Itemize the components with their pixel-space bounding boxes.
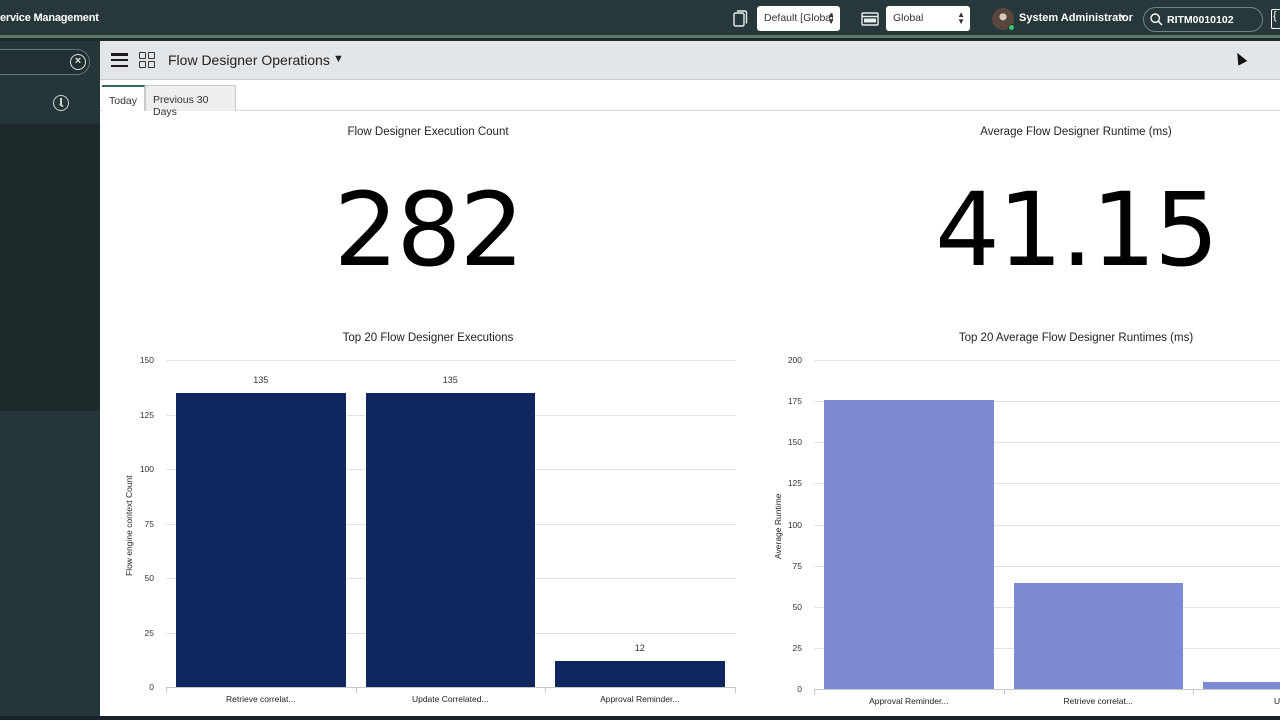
avg-runtime-value[interactable]: 41.15 [934, 171, 1219, 290]
y-tick-label: 75 [792, 560, 802, 571]
x-category-label: Update Correlated... [411, 694, 489, 704]
y-tick-label: 125 [139, 409, 154, 420]
y-axis-title: Average Runtime [773, 493, 783, 559]
bar[interactable] [555, 660, 725, 687]
dashboard-grid-icon[interactable] [139, 52, 156, 68]
global-search-value: RITM0010102 [1167, 14, 1234, 26]
user-name[interactable]: System Administrator [1019, 12, 1133, 24]
menu-icon[interactable] [111, 53, 128, 68]
x-axis-line [166, 687, 736, 688]
top-banner: ervice Management Default [Global ▲ ▼ Glo… [0, 0, 1280, 38]
y-tick-label: 75 [144, 518, 154, 529]
clear-filter-icon[interactable]: × [70, 54, 86, 70]
y-tick-label: 125 [787, 478, 802, 489]
y-tick-label: 0 [149, 682, 154, 692]
y-tick-label: 100 [139, 464, 154, 474]
x-axis-tick [1193, 689, 1194, 695]
dashboard-title[interactable]: Flow Designer Operations [168, 52, 330, 68]
x-axis-tick [814, 689, 815, 695]
gridline [814, 483, 1280, 485]
search-icon [1150, 13, 1163, 26]
gridline [814, 442, 1280, 444]
x-axis-tick [545, 687, 546, 693]
y-tick-label: 50 [144, 573, 154, 583]
dashboard-tabs: Today Previous 30 Days [100, 81, 1280, 118]
bar[interactable] [824, 399, 994, 689]
x-category-label: Update [1274, 696, 1280, 706]
y-tick-label: 200 [787, 355, 802, 365]
y-tick-label: 0 [797, 684, 802, 694]
application-select[interactable]: Global ▲ ▼ [886, 6, 970, 31]
select-arrows-icon: ▲ ▼ [827, 10, 835, 26]
global-search-input[interactable]: RITM0010102 [1143, 7, 1263, 32]
gridline [814, 360, 1280, 361]
navigator-module-list [0, 125, 100, 411]
gridline [166, 360, 736, 361]
user-menu-caret-icon[interactable]: ▼ [1119, 13, 1127, 22]
chart-title: Top 20 Average Flow Designer Runtimes (m… [958, 332, 1194, 344]
y-tick-label: 25 [144, 627, 154, 638]
x-axis-line [814, 689, 1280, 690]
update-set-select-value: Default [Global [764, 12, 834, 24]
dashboard-header: Flow Designer Operations ▼ [100, 41, 1280, 80]
history-clock-icon[interactable] [53, 95, 69, 111]
dashboard-main: Flow Designer Operations ▼ Today Previou… [100, 41, 1280, 716]
bar[interactable] [1013, 582, 1183, 689]
bar[interactable] [365, 392, 535, 687]
chart-title: Top 20 Flow Designer Executions [342, 332, 514, 344]
navigator-tab-row [0, 83, 100, 125]
bar-value-label: 135 [442, 374, 458, 385]
navigator-filter-input[interactable] [0, 49, 90, 75]
dashboard-dropdown-caret-icon[interactable]: ▼ [333, 53, 344, 65]
avg-runtime-title: Average Flow Designer Runtime (ms) [980, 126, 1172, 138]
executions-bar-chart: 0 25 50 75 100 125 150 135 Retrieve correlat... 1… [100, 41, 760, 716]
execution-count-title: Flow Designer Execution Count [347, 126, 509, 138]
bar-value-label: 135 [253, 374, 269, 385]
x-axis-tick [355, 687, 357, 693]
x-axis-tick [166, 687, 167, 693]
y-tick-label: 100 [787, 519, 802, 530]
bar[interactable] [1203, 681, 1280, 689]
application-navigator: × [0, 41, 100, 720]
presence-dot [1008, 24, 1015, 31]
x-axis-tick [734, 687, 736, 693]
tab-today[interactable]: Today [102, 85, 145, 111]
x-category-label: Approval Reminder... [869, 696, 949, 706]
taskbar-strip [0, 716, 1280, 720]
avatar[interactable] [992, 8, 1015, 31]
bar[interactable] [176, 392, 346, 687]
runtimes-bar-chart: 0 25 50 75 100 125 150 175 200 Approval Reminder.… [100, 41, 1280, 716]
update-set-select[interactable]: Default [Global ▲ ▼ [757, 6, 840, 31]
select-arrows-icon: ▲ ▼ [957, 10, 965, 26]
application-picker-icon[interactable] [861, 10, 879, 28]
x-category-label: Retrieve correlat... [226, 694, 296, 704]
gridline [814, 524, 1280, 526]
tab-previous-30-days[interactable]: Previous 30 Days [145, 85, 236, 118]
bar-value-label: 12 [634, 642, 645, 653]
update-set-icon[interactable] [733, 10, 749, 28]
execution-count-value[interactable]: 282 [333, 171, 525, 290]
y-tick-label: 25 [792, 642, 802, 653]
y-tick-label: 50 [792, 601, 802, 612]
application-select-value: Global [893, 12, 924, 24]
x-category-label: Retrieve correlat... [1063, 696, 1133, 706]
x-axis-tick [1003, 689, 1005, 695]
y-tick-label: 150 [787, 437, 802, 448]
script-debugger-icon[interactable]: { [1271, 9, 1280, 29]
x-category-label: Approval Reminder... [600, 694, 680, 704]
gridline [814, 401, 1280, 403]
y-tick-label: 175 [787, 396, 802, 407]
app-brand-title[interactable]: ervice Management [0, 12, 99, 24]
y-tick-label: 150 [139, 355, 154, 365]
gridline [814, 565, 1280, 567]
